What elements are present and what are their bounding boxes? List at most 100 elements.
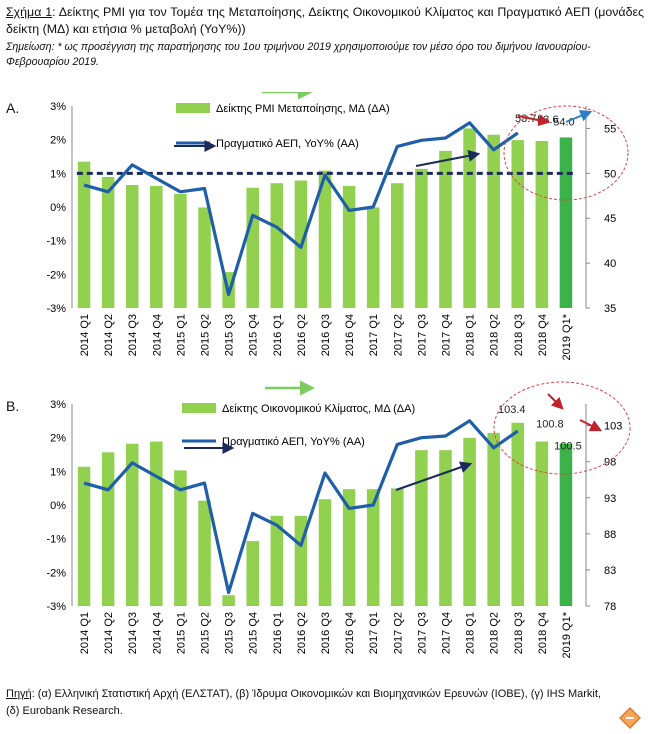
source-text: : (α) Ελληνική Στατιστική Αρχή (ΕΛΣΤΑΤ),… — [6, 688, 601, 717]
left-tick-label: 1% — [50, 168, 66, 180]
x-tick-label: 2018 Q2 — [489, 314, 501, 356]
x-tick-label: 2014 Q3 — [127, 314, 139, 356]
right-tick-label: 98 — [604, 457, 616, 469]
bar — [101, 452, 115, 606]
x-tick-label: 2014 Q2 — [103, 612, 115, 654]
bar — [391, 183, 404, 308]
chart-a: 3% 2% 1% 0% -1% -2% -3% 55 50 45 40 35 2014 Q1 2014 Q… — [46, 92, 629, 360]
x-tick-label: 2015 Q2 — [200, 612, 212, 654]
x-tick-label: 2016 Q4 — [344, 612, 356, 654]
left-tick-label: 2% — [50, 433, 66, 445]
right-tick-label: 45 — [604, 213, 616, 225]
x-tick-label: 2018 Q4 — [537, 314, 549, 356]
bar — [174, 470, 187, 606]
x-tick-label: 2018 Q4 — [537, 612, 549, 654]
right-tick-label: 83 — [604, 565, 616, 577]
bar — [487, 432, 500, 606]
legend-bar-label: Δείκτης PMI Μεταποίησης, ΜΔ (ΔΑ) — [216, 103, 390, 115]
bar — [174, 193, 187, 308]
x-tick-label: 2016 Q2 — [296, 314, 308, 356]
value-label: 100.8 — [536, 419, 564, 431]
caption-label: Σχήμα 1 — [6, 5, 53, 19]
x-tick-label: 2019 Q1* — [561, 611, 573, 658]
bar — [150, 185, 163, 308]
bar — [415, 168, 428, 308]
bar — [270, 515, 284, 606]
dark-arrow-trend — [415, 149, 481, 167]
x-tick-label: 2016 Q1 — [272, 314, 284, 356]
legend-bar-label: Δείκτης Οικονομικού Κλίματος, ΜΔ (ΔΑ) — [222, 403, 415, 415]
x-tick-label: 2017 Q3 — [416, 612, 428, 654]
x-tick-label: 2016 Q2 — [296, 612, 308, 654]
x-tick-label: 2015 Q4 — [248, 612, 260, 654]
left-tick-label: 0% — [50, 202, 66, 214]
left-tick-label: -1% — [46, 236, 66, 248]
legend-bar-swatch — [176, 103, 210, 113]
bar — [198, 500, 211, 606]
highlight-ellipse — [503, 105, 629, 201]
figure-caption: Σχήμα 1: Δείκτης PMI για τον Τομέα της Μ… — [6, 4, 644, 38]
zoom-diamond-icon[interactable] — [618, 706, 642, 730]
x-tick-label: 2014 Q2 — [103, 314, 115, 356]
bar — [559, 443, 573, 606]
left-tick-label: 1% — [50, 466, 66, 478]
panel-a-label: A. — [6, 100, 20, 116]
highlight-ellipse — [493, 381, 631, 475]
x-tick-label: 2017 Q4 — [440, 612, 452, 654]
dark-arrow-trend — [395, 461, 473, 491]
left-tick-label: -2% — [46, 567, 66, 579]
gdp-line — [83, 419, 519, 595]
bar — [535, 441, 549, 606]
bar — [77, 466, 91, 606]
left-tick-label: -2% — [46, 269, 66, 281]
right-tick-label: 88 — [604, 529, 616, 541]
x-tick-label: 2017 Q2 — [392, 612, 404, 654]
x-tick-label: 2018 Q1 — [465, 612, 477, 654]
right-tick-label: 35 — [604, 303, 616, 315]
red-arrow-1 — [547, 393, 564, 410]
chart-b: 3% 2% 1% 0% -1% -2% -3% 103 98 93 88 83 78 2014 Q1 201… — [46, 380, 631, 658]
bar — [439, 450, 452, 606]
left-tick-label: 2% — [50, 135, 66, 147]
bar — [511, 140, 525, 308]
x-tick-label: 2017 Q1 — [368, 314, 380, 356]
bar — [270, 183, 284, 308]
x-tick-label: 2014 Q4 — [151, 612, 163, 654]
x-tick-label: 2016 Q3 — [320, 314, 332, 356]
x-tick-label: 2014 Q1 — [79, 314, 91, 356]
bar — [439, 150, 452, 308]
legend-line-label: Πραγματικό ΑΕΠ, YoY% (ΑΑ) — [222, 436, 365, 448]
panel-b-label: B. — [6, 398, 20, 414]
bar — [511, 422, 525, 606]
x-tick-label: 2014 Q1 — [79, 612, 91, 654]
x-tick-label: 2018 Q2 — [489, 612, 501, 654]
bar — [366, 207, 380, 308]
blue-arrow — [565, 110, 593, 123]
bar — [487, 134, 500, 308]
x-tick-label: 2017 Q2 — [392, 314, 404, 356]
right-tick-label: 40 — [604, 258, 616, 270]
x-tick-label: 2016 Q3 — [320, 612, 332, 654]
value-label: 54.0 — [553, 116, 574, 128]
gdp-line — [83, 121, 519, 297]
value-label: 100.5 — [554, 441, 582, 453]
x-tick-label: 2018 Q3 — [513, 612, 525, 654]
right-tick-label: 103 — [604, 421, 622, 433]
bar — [222, 595, 235, 606]
bar — [535, 141, 549, 308]
bar — [342, 489, 356, 606]
x-tick-label: 2019 Q1* — [561, 313, 573, 360]
x-tick-label: 2015 Q3 — [224, 314, 236, 356]
x-tick-label: 2017 Q4 — [440, 314, 452, 356]
x-tick-label: 2014 Q3 — [127, 612, 139, 654]
x-tick-label: 2016 Q1 — [272, 612, 284, 654]
value-label: 103.4 — [498, 404, 526, 416]
red-arrow-2 — [579, 419, 603, 432]
bar — [318, 499, 332, 606]
caption-text: : Δείκτης PMI για τον Τομέα της Μεταποίη… — [6, 5, 644, 36]
bar — [77, 161, 91, 308]
x-tick-label: 2015 Q2 — [200, 314, 212, 356]
right-tick-label: 55 — [604, 123, 616, 135]
bar — [150, 441, 163, 606]
bar — [125, 443, 139, 606]
